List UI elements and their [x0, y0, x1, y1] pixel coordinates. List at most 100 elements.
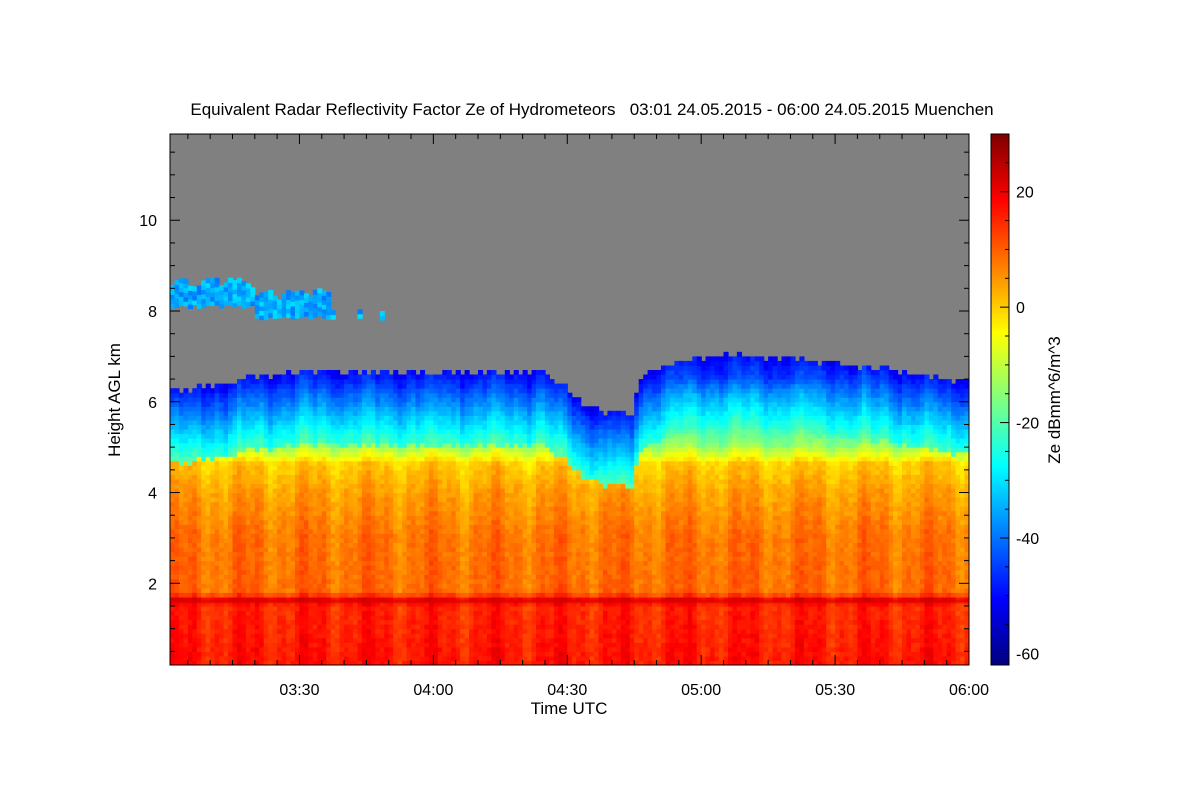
ze-cell — [241, 492, 247, 498]
ze-cell — [504, 401, 510, 407]
ze-cell — [192, 583, 198, 589]
ze-cell — [455, 528, 461, 534]
ze-cell — [237, 424, 243, 430]
ze-cell — [259, 388, 265, 394]
ze-cell — [402, 628, 408, 634]
ze-cell — [402, 596, 408, 602]
ze-cell — [411, 578, 417, 584]
ze-cell — [375, 419, 381, 425]
ze-cell — [361, 606, 367, 612]
ze-cell — [486, 474, 492, 480]
ze-cell — [361, 397, 367, 403]
ze-cell — [268, 438, 274, 444]
ze-cell — [312, 551, 318, 557]
ze-cell — [451, 528, 457, 534]
ze-cell — [321, 483, 327, 489]
ze-cell — [210, 565, 216, 571]
ze-cell — [187, 610, 193, 616]
ze-cell — [411, 601, 417, 607]
ze-cell — [424, 542, 430, 548]
ze-cell — [241, 624, 247, 630]
ze-cell — [464, 433, 470, 439]
ze-cell — [237, 460, 243, 466]
ze-cell — [437, 447, 443, 453]
ze-cell — [451, 424, 457, 430]
ze-cell — [464, 569, 470, 575]
ze-cell — [473, 397, 479, 403]
ze-cell — [464, 379, 470, 385]
ze-cell — [353, 370, 359, 376]
ze-cell — [513, 374, 519, 380]
ze-cell — [250, 556, 256, 562]
ze-cell — [250, 424, 256, 430]
ze-cell — [406, 483, 412, 489]
ze-cell — [491, 497, 497, 503]
ze-cell — [303, 483, 309, 489]
ze-cell — [174, 474, 180, 480]
ze-cell — [295, 415, 301, 421]
ze-cell — [183, 628, 189, 634]
ze-cell — [290, 537, 296, 543]
ze-cell — [491, 556, 497, 562]
ze-cell — [263, 442, 269, 448]
ze-cell — [473, 424, 479, 430]
ze-cell — [344, 601, 350, 607]
ze-cell — [424, 660, 430, 665]
ze-cell — [433, 483, 439, 489]
ze-cell — [469, 569, 475, 575]
ze-cell — [232, 488, 238, 494]
ze-cell — [415, 401, 421, 407]
ze-cell — [460, 633, 466, 639]
ze-cell — [201, 524, 207, 530]
ze-cell — [491, 483, 497, 489]
ze-cell — [460, 569, 466, 575]
ze-cell — [223, 624, 229, 630]
ze-cell — [424, 537, 430, 543]
ze-cell — [415, 642, 421, 648]
ze-cell — [442, 628, 448, 634]
ze-cell — [290, 442, 296, 448]
ze-cell — [290, 424, 296, 430]
ze-cell — [196, 633, 202, 639]
ze-cell — [370, 660, 376, 665]
ze-cell — [442, 547, 448, 553]
ze-cell — [420, 642, 426, 648]
ze-cell — [357, 565, 363, 571]
ze-cell — [397, 537, 403, 543]
ze-cell — [308, 397, 314, 403]
ze-cell — [509, 528, 515, 534]
ze-cell — [308, 460, 314, 466]
ze-cell — [393, 392, 399, 398]
ze-cell — [286, 524, 292, 530]
ze-cell — [237, 537, 243, 543]
ze-cell — [335, 410, 341, 416]
ze-cell — [268, 565, 274, 571]
ze-cell — [446, 533, 452, 539]
ze-cell — [178, 392, 184, 398]
ze-cell — [353, 646, 359, 652]
ze-cell — [272, 419, 278, 425]
ze-cell — [237, 533, 243, 539]
ze-cell — [473, 646, 479, 652]
ze-cell — [393, 633, 399, 639]
ze-cell — [232, 433, 238, 439]
ze-cell — [433, 655, 439, 661]
ze-cell — [509, 542, 515, 548]
ze-cell — [245, 488, 251, 494]
ze-cell — [397, 646, 403, 652]
ze-cell — [393, 537, 399, 543]
ze-cell — [495, 651, 501, 657]
ze-cell — [433, 460, 439, 466]
ze-cell — [295, 587, 301, 593]
ze-cell — [228, 633, 234, 639]
ze-cell — [370, 551, 376, 557]
ze-cell — [339, 606, 345, 612]
ze-cell — [513, 469, 519, 475]
ze-cell — [504, 392, 510, 398]
ze-cell — [486, 424, 492, 430]
ze-cell — [433, 615, 439, 621]
ze-cell — [504, 433, 510, 439]
ze-cell — [245, 537, 251, 543]
ze-cell — [473, 410, 479, 416]
ze-cell — [250, 637, 256, 643]
